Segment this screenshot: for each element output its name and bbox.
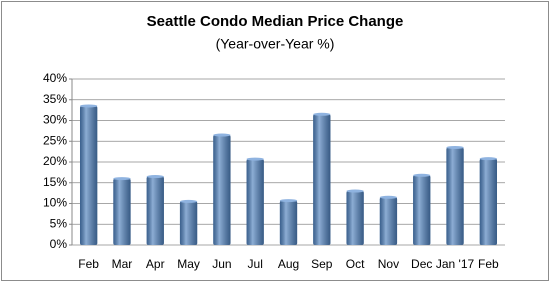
x-tick-label: Feb <box>478 257 499 271</box>
bar-shine <box>179 201 198 245</box>
bar-shine <box>413 175 431 245</box>
bar-shine <box>279 200 298 245</box>
bar-cap <box>346 189 364 193</box>
x-tick-label: Sep <box>311 257 333 271</box>
y-tick-label: 15% <box>43 175 67 189</box>
bar-cap <box>379 195 398 199</box>
bar-shine <box>113 178 131 245</box>
x-tick-label: Jul <box>248 257 263 271</box>
bar-cap <box>146 175 164 179</box>
y-tick-label: 25% <box>43 133 67 147</box>
bar-cap <box>246 157 264 161</box>
bar-shine <box>79 105 98 245</box>
x-tick-label: Apr <box>146 257 165 271</box>
x-tick-label: Aug <box>278 257 299 271</box>
chart-subtitle: (Year-over-Year %) <box>216 36 335 52</box>
bar-shine <box>379 197 398 245</box>
bar-shine <box>146 176 164 245</box>
y-tick-label: 10% <box>43 196 67 210</box>
bar-cap <box>213 133 231 137</box>
x-tick-label: Feb <box>78 257 99 271</box>
y-tick-label: 40% <box>43 71 67 85</box>
bar-shine <box>213 135 231 245</box>
x-tick-label: Dec <box>411 257 432 271</box>
x-tick-label: Jun <box>212 257 231 271</box>
bar-shine <box>346 191 364 245</box>
bar-cap <box>413 173 431 177</box>
y-tick-label: 20% <box>43 154 67 168</box>
x-tick-label: Jan '17 <box>436 257 475 271</box>
bar-cap <box>279 199 298 203</box>
y-tick-label: 0% <box>50 237 68 251</box>
y-tick-label: 5% <box>50 216 68 230</box>
bar-cap <box>113 177 131 181</box>
bar-shine <box>446 147 464 245</box>
bar-cap <box>446 145 464 149</box>
y-tick-label: 35% <box>43 92 67 106</box>
bar-cap <box>179 199 198 203</box>
bar-cap <box>313 112 331 116</box>
x-tick-label: Oct <box>346 257 365 271</box>
bar-shine <box>313 114 331 246</box>
x-tick-label: Nov <box>378 257 399 271</box>
bar-cap <box>79 104 98 108</box>
y-tick-label: 30% <box>43 113 67 127</box>
x-tick-label: Mar <box>112 257 133 271</box>
bar-shine <box>246 159 264 245</box>
bar-shine <box>479 158 498 245</box>
x-tick-label: May <box>177 257 200 271</box>
bar-cap <box>479 157 498 161</box>
chart-title: Seattle Condo Median Price Change <box>147 13 404 30</box>
